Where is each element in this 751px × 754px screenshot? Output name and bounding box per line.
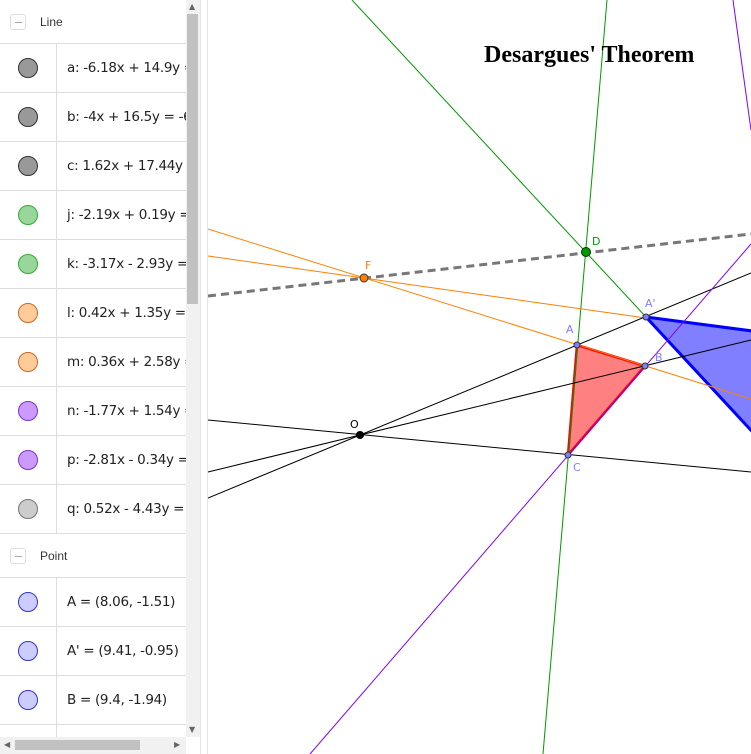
algebra-item[interactable]: a: -6.18x + 14.9y = <box>0 44 186 93</box>
visibility-toggle[interactable] <box>0 142 57 190</box>
point-a-prime[interactable] <box>642 313 650 321</box>
collapse-icon[interactable] <box>10 13 26 30</box>
visibility-dot-icon[interactable] <box>18 450 38 470</box>
line-a[interactable] <box>208 272 751 499</box>
triangle-abc[interactable] <box>566 343 648 459</box>
visibility-toggle[interactable] <box>0 578 57 626</box>
point-a[interactable] <box>573 341 581 349</box>
visibility-dot-icon[interactable] <box>18 58 38 78</box>
algebra-item[interactable]: m: 0.36x + 2.58y = <box>0 338 186 387</box>
visibility-dot-icon[interactable] <box>18 107 38 127</box>
visibility-dot-icon[interactable] <box>18 156 38 176</box>
vertical-scrollbar[interactable]: ▲ ▼ <box>186 0 200 737</box>
visibility-dot-icon[interactable] <box>18 254 38 274</box>
visibility-dot-icon[interactable] <box>18 205 38 225</box>
group-title: Line <box>40 14 63 29</box>
scroll-left-icon[interactable]: ◀ <box>4 740 11 749</box>
collapse-icon[interactable] <box>10 547 26 564</box>
visibility-toggle[interactable] <box>0 338 57 386</box>
visibility-toggle[interactable] <box>0 289 57 337</box>
view-splitter[interactable] <box>200 0 208 754</box>
visibility-toggle[interactable] <box>0 627 57 675</box>
horizontal-scroll-thumb[interactable] <box>15 740 140 750</box>
graphics-title: Desargues' Theorem <box>484 42 695 68</box>
visibility-dot-icon[interactable] <box>18 641 38 661</box>
group-header-line[interactable]: Line <box>0 0 186 44</box>
point-c[interactable] <box>564 451 572 459</box>
visibility-dot-icon[interactable] <box>18 592 38 612</box>
algebra-list: Line a: -6.18x + 14.9y = b: -4x + 16.5y =… <box>0 0 186 754</box>
line-b[interactable] <box>208 339 751 473</box>
vertical-scroll-thumb[interactable] <box>187 14 198 304</box>
line-c[interactable] <box>208 419 751 473</box>
algebra-item-text[interactable]: k: -3.17x - 2.93y = <box>67 256 186 272</box>
algebra-item[interactable]: A' = (9.41, -0.95) <box>0 627 186 676</box>
label-a-prime: A' <box>645 297 656 310</box>
visibility-dot-icon[interactable] <box>18 303 38 323</box>
scroll-up-icon[interactable]: ▲ <box>189 2 196 11</box>
point-b[interactable] <box>641 362 649 370</box>
label-c: C <box>573 461 581 474</box>
algebra-item-text[interactable]: B = (9.4, -1.94) <box>67 692 167 708</box>
visibility-toggle[interactable] <box>0 676 57 724</box>
algebra-item[interactable]: c: 1.62x + 17.44y = <box>0 142 186 191</box>
visibility-dot-icon[interactable] <box>18 499 38 519</box>
point-o[interactable] <box>356 431 364 439</box>
line-m[interactable] <box>208 255 647 319</box>
algebra-item-text[interactable]: c: 1.62x + 17.44y = <box>67 158 186 174</box>
algebra-item-text[interactable]: l: 0.42x + 1.35y = 1 <box>67 305 186 321</box>
line-k[interactable] <box>351 0 647 318</box>
label-o: O <box>350 418 359 431</box>
line-p[interactable] <box>732 0 751 131</box>
algebra-item[interactable]: k: -3.17x - 2.93y = <box>0 240 186 289</box>
scroll-right-icon[interactable]: ▶ <box>174 740 181 749</box>
visibility-toggle[interactable] <box>0 485 57 533</box>
algebra-item-text[interactable]: q: 0.52x - 4.43y = 2 <box>67 501 186 517</box>
algebra-item-text[interactable]: A = (8.06, -1.51) <box>67 594 176 610</box>
group-title: Point <box>40 548 68 563</box>
algebra-item[interactable]: b: -4x + 16.5y = -6 <box>0 93 186 142</box>
visibility-toggle[interactable] <box>0 44 57 92</box>
group-header-point[interactable]: Point <box>0 534 186 578</box>
triangle-a-prime-b-prime-c-prime[interactable] <box>642 314 751 440</box>
line-n[interactable] <box>309 243 751 754</box>
visibility-dot-icon[interactable] <box>18 401 38 421</box>
algebra-view: Line a: -6.18x + 14.9y = b: -4x + 16.5y =… <box>0 0 200 754</box>
point-f[interactable] <box>359 273 369 283</box>
algebra-item-text[interactable]: b: -4x + 16.5y = -6 <box>67 109 186 125</box>
line-l[interactable] <box>208 228 751 400</box>
visibility-toggle[interactable] <box>0 436 57 484</box>
algebra-item-text[interactable]: a: -6.18x + 14.9y = <box>67 60 186 76</box>
algebra-item[interactable]: n: -1.77x + 1.54y = <box>0 387 186 436</box>
horizontal-scrollbar[interactable]: ◀ ▶ <box>0 737 186 754</box>
algebra-item[interactable]: l: 0.42x + 1.35y = 1 <box>0 289 186 338</box>
visibility-dot-icon[interactable] <box>18 352 38 372</box>
line-j[interactable] <box>542 0 608 754</box>
algebra-item[interactable]: p: -2.81x - 0.34y = <box>0 436 186 485</box>
label-a: A <box>566 323 574 336</box>
label-d: D <box>592 235 600 248</box>
visibility-toggle[interactable] <box>0 387 57 435</box>
scroll-down-icon[interactable]: ▼ <box>189 725 196 734</box>
algebra-item[interactable]: A = (8.06, -1.51) <box>0 578 186 627</box>
algebra-item[interactable]: B = (9.4, -1.94) <box>0 676 186 725</box>
point-d[interactable] <box>581 247 591 257</box>
visibility-toggle[interactable] <box>0 191 57 239</box>
algebra-item[interactable]: q: 0.52x - 4.43y = 2 <box>0 485 186 534</box>
algebra-item-text[interactable]: A' = (9.41, -0.95) <box>67 643 179 659</box>
label-b: B <box>655 351 663 364</box>
visibility-toggle[interactable] <box>0 240 57 288</box>
label-f: F <box>365 259 371 272</box>
line-q[interactable] <box>208 232 751 298</box>
algebra-item[interactable]: j: -2.19x + 0.19y = <box>0 191 186 240</box>
algebra-item-text[interactable]: p: -2.81x - 0.34y = <box>67 452 186 468</box>
algebra-item-text[interactable]: j: -2.19x + 0.19y = <box>67 207 186 223</box>
algebra-item-text[interactable]: n: -1.77x + 1.54y = <box>67 403 186 419</box>
algebra-item-text[interactable]: m: 0.36x + 2.58y = <box>67 354 186 370</box>
visibility-dot-icon[interactable] <box>18 690 38 710</box>
visibility-toggle[interactable] <box>0 93 57 141</box>
